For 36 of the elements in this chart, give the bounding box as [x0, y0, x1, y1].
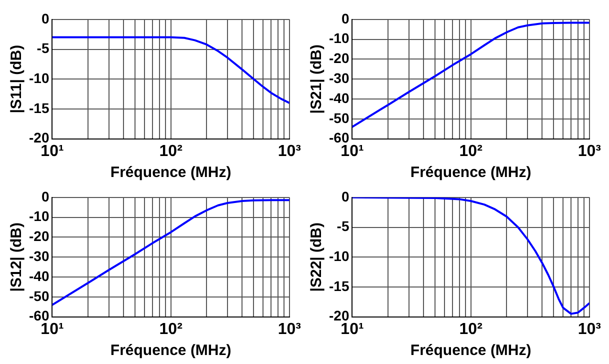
y-tick-label: -5 — [36, 40, 50, 56]
x-tick-label: 10³ — [278, 142, 301, 160]
y-tick-label: 0 — [41, 188, 50, 204]
y-tick-label: -10 — [329, 248, 350, 264]
y-tick-label: -15 — [329, 278, 350, 294]
y-tick-label: -5 — [336, 218, 350, 234]
y-tick-label: -40 — [29, 268, 50, 284]
x-axis-title: Fréquence (MHz) — [110, 164, 232, 182]
x-tick-label: 10² — [159, 142, 182, 160]
x-tick-label: 10² — [159, 320, 182, 338]
y-tick-label: 0 — [41, 10, 50, 26]
x-tick-label: 10³ — [578, 320, 601, 338]
x-axis-title: Fréquence (MHz) — [110, 342, 232, 360]
x-tick-label: 10³ — [578, 142, 601, 160]
y-axis-title: |S22| (dB) — [308, 222, 326, 292]
y-axis-title: |S11| (dB) — [8, 44, 26, 114]
y-tick-label: -10 — [329, 30, 350, 46]
x-axis-title: Fréquence (MHz) — [410, 342, 532, 360]
y-tick-label: 0 — [341, 10, 350, 26]
y-tick-label: -50 — [29, 288, 50, 304]
x-tick-label: 10³ — [278, 320, 301, 338]
y-tick-label: -10 — [29, 208, 50, 224]
x-tick-label: 10² — [459, 142, 482, 160]
y-tick-label: -30 — [329, 70, 350, 86]
x-axis-title: Fréquence (MHz) — [410, 164, 532, 182]
y-axis-title: |S12| (dB) — [8, 222, 26, 292]
y-tick-label: -50 — [329, 110, 350, 126]
y-tick-label: -20 — [329, 50, 350, 66]
y-tick-label: -30 — [29, 248, 50, 264]
y-tick-label: -40 — [329, 90, 350, 106]
y-tick-label: -10 — [29, 70, 50, 86]
x-tick-label: 10² — [459, 320, 482, 338]
y-axis-title: |S21| (dB) — [308, 44, 326, 114]
y-tick-label: 0 — [341, 188, 350, 204]
y-tick-label: -15 — [29, 100, 50, 116]
y-tick-label: -20 — [29, 228, 50, 244]
